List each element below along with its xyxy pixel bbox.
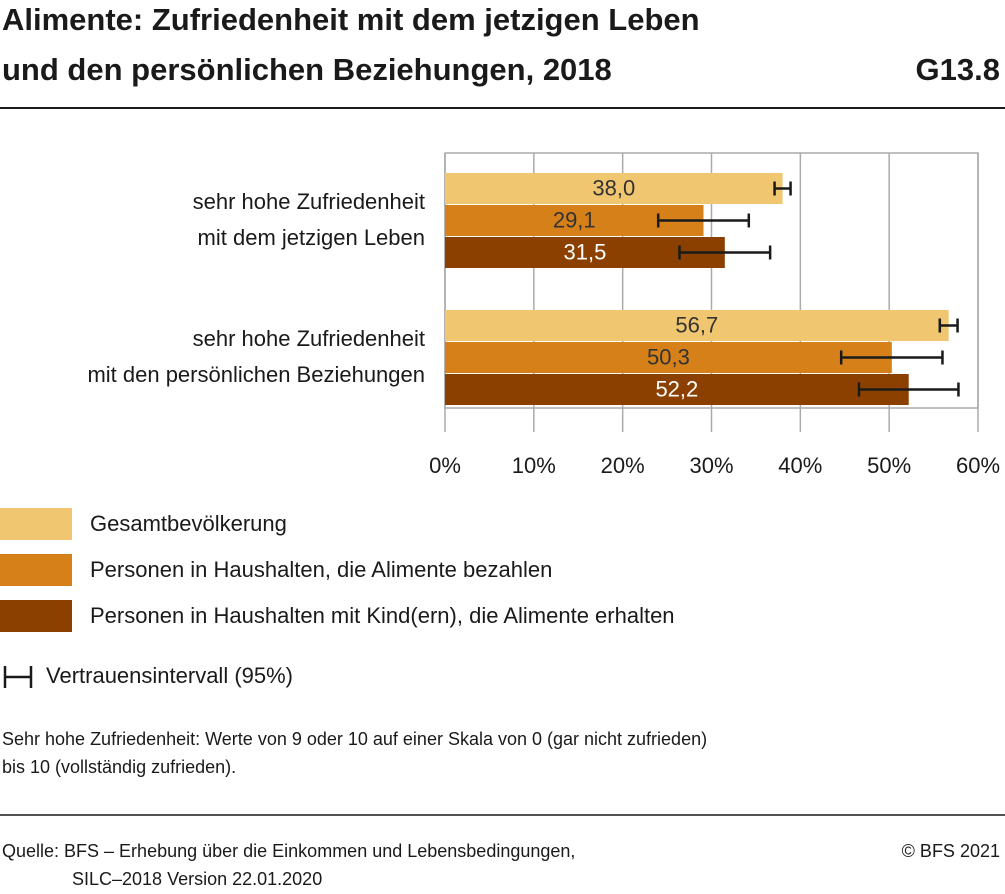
bar [445, 237, 725, 268]
x-tick-label: 40% [778, 453, 822, 478]
note: bis 10 (vollständig zufrieden). [2, 757, 236, 777]
bar [445, 342, 892, 373]
value-label: 29,1 [553, 207, 596, 232]
error-legend-label: Vertrauensintervall (95%) [46, 663, 293, 688]
note: Sehr hohe Zufriedenheit: Werte von 9 ode… [2, 729, 707, 749]
value-label: 31,5 [563, 239, 606, 264]
chart-title: und den persönlichen Beziehungen, 2018 [2, 52, 612, 87]
x-tick-label: 30% [689, 453, 733, 478]
legend-swatch [0, 554, 72, 586]
error-bar [938, 318, 959, 333]
x-tick-label: 10% [512, 453, 556, 478]
source: Quelle: BFS – Erhebung über die Einkomme… [2, 841, 575, 861]
chart-id: G13.8 [916, 52, 1000, 87]
bar [445, 173, 783, 204]
error-bar [656, 213, 751, 228]
chart-title: Alimente: Zufriedenheit mit dem jetzigen… [2, 2, 700, 37]
category-label: sehr hohe Zufriedenheit [193, 326, 425, 351]
value-label: 38,0 [592, 175, 635, 200]
category-label: sehr hohe Zufriedenheit [193, 189, 425, 214]
legend-swatch [0, 600, 72, 632]
legend-swatch [0, 508, 72, 540]
bar [445, 310, 949, 341]
category-label: mit dem jetzigen Leben [198, 225, 425, 250]
error-bar [773, 181, 792, 196]
value-label: 56,7 [675, 312, 718, 337]
error-bar [857, 382, 960, 397]
x-tick-label: 50% [867, 453, 911, 478]
x-tick-label: 60% [956, 453, 1000, 478]
error-bar [678, 245, 772, 260]
source: SILC–2018 Version 22.01.2020 [72, 869, 322, 889]
error-legend-icon [3, 666, 33, 688]
copyright: © BFS 2021 [902, 841, 1000, 861]
legend-label: Personen in Haushalten, die Alimente bez… [90, 557, 552, 582]
bar [445, 374, 909, 405]
value-label: 50,3 [647, 344, 690, 369]
legend-label: Personen in Haushalten mit Kind(ern), di… [90, 603, 675, 628]
value-label: 52,2 [655, 376, 698, 401]
error-bar [839, 350, 944, 365]
category-label: mit den persönlichen Beziehungen [87, 362, 425, 387]
x-tick-label: 20% [601, 453, 645, 478]
legend-label: Gesamtbevölkerung [90, 511, 287, 536]
x-tick-label: 0% [429, 453, 461, 478]
